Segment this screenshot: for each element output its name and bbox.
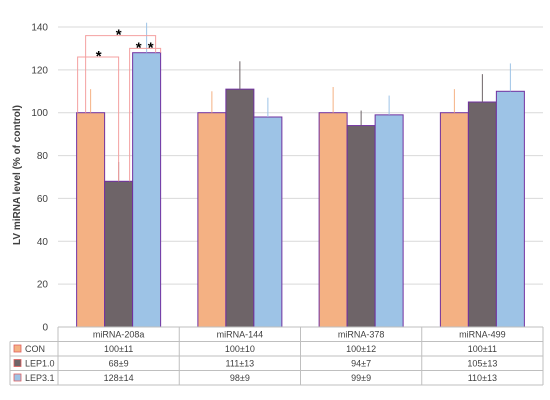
significance-star: *: [136, 39, 142, 56]
table-cell: 94±7: [351, 359, 371, 369]
significance-bracket: [129, 47, 162, 182]
y-tick-label: 40: [37, 237, 49, 248]
legend-swatch: [13, 373, 22, 382]
y-axis-label: LV miRNA level (% of control): [12, 105, 23, 245]
y-tick-label: 100: [31, 108, 48, 119]
bar: [318, 112, 348, 328]
significance-star: *: [96, 48, 102, 65]
legend-swatch: [13, 359, 22, 367]
table-cell: 98±9: [230, 373, 250, 383]
bar: [253, 116, 283, 328]
bar: [132, 52, 162, 328]
legend-label: LEP1.0: [25, 359, 55, 369]
significance-bracket: [77, 56, 120, 182]
x-tick-label: miRNA-378: [338, 330, 385, 340]
table-cell: 99±9: [351, 373, 371, 383]
table-cell: 105±13: [467, 359, 497, 369]
y-tick-label: 80: [37, 151, 49, 162]
significance-star: *: [148, 39, 154, 56]
bar: [197, 112, 227, 328]
data-table: miRNA-208a miRNA-144 miRNA-378 miRNA-499 CON…: [9, 326, 544, 386]
legend-label: CON: [25, 344, 45, 354]
y-tick-label: 120: [31, 65, 48, 76]
significance-star: *: [116, 27, 122, 44]
x-tick-label: miRNA-499: [459, 330, 506, 340]
table-cell: 128±14: [104, 373, 134, 383]
bar: [225, 88, 255, 328]
y-tick-label: 0: [42, 323, 48, 334]
y-tick-label: 60: [37, 194, 49, 205]
y-axis: 0 20 40 60 80 100 120 140: [31, 23, 48, 334]
bar: [104, 180, 134, 328]
bar: [467, 101, 497, 328]
table-cell: 100±12: [346, 344, 376, 354]
table-cell: 68±9: [109, 359, 129, 369]
legend-label: LEP3.1: [25, 373, 55, 383]
error-bars: [90, 22, 511, 182]
y-tick-label: 20: [37, 280, 49, 291]
bar: [374, 114, 404, 328]
table-cell: 100±11: [104, 344, 133, 354]
significance-bracket: [85, 35, 157, 113]
significance-brackets: * * * *: [77, 27, 162, 182]
bar: [76, 112, 106, 328]
table-cell: 110±13: [468, 373, 497, 383]
bar: [346, 125, 376, 328]
bar: [439, 112, 469, 328]
table-cell: 111±13: [226, 359, 255, 369]
table-cell: 100±11: [468, 344, 497, 354]
table-cell: 100±10: [225, 344, 255, 354]
bars: [76, 52, 525, 328]
x-tick-label: miRNA-144: [217, 330, 264, 340]
bar: [495, 90, 525, 328]
y-tick-label: 140: [31, 23, 48, 34]
x-tick-label: miRNA-208a: [93, 330, 145, 340]
legend-swatch: [13, 344, 22, 353]
